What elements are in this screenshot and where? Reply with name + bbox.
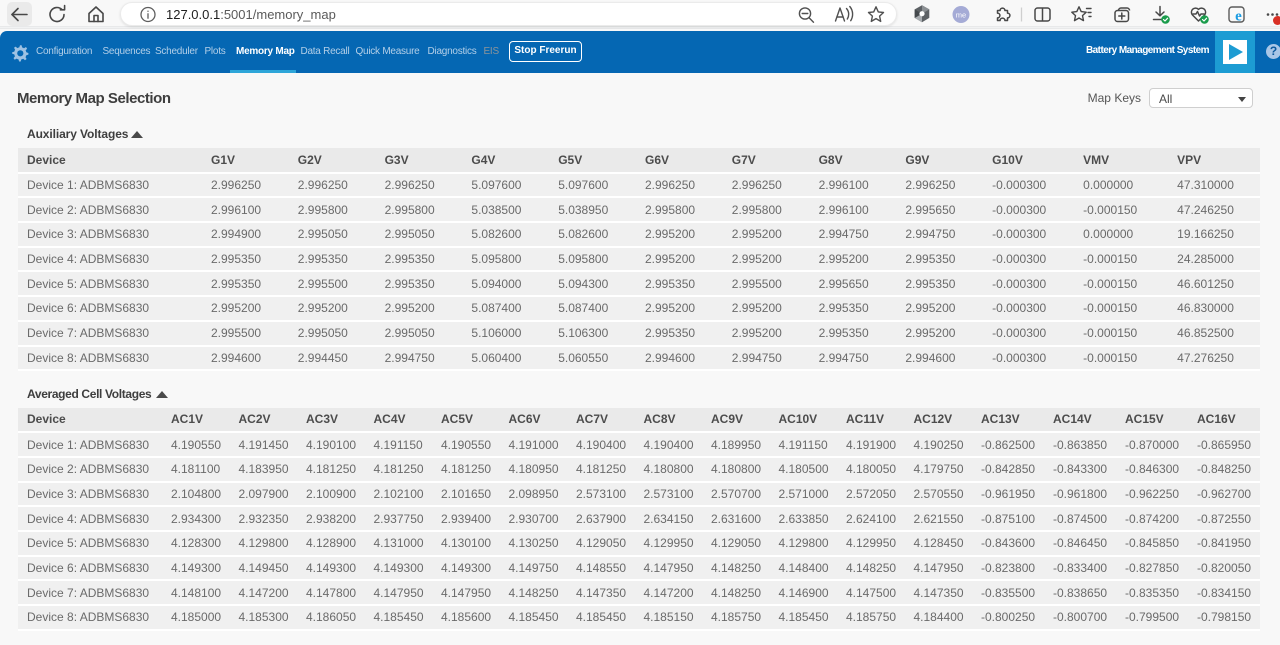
svg-text:me: me <box>956 10 966 19</box>
svg-text:e: e <box>1235 9 1242 25</box>
